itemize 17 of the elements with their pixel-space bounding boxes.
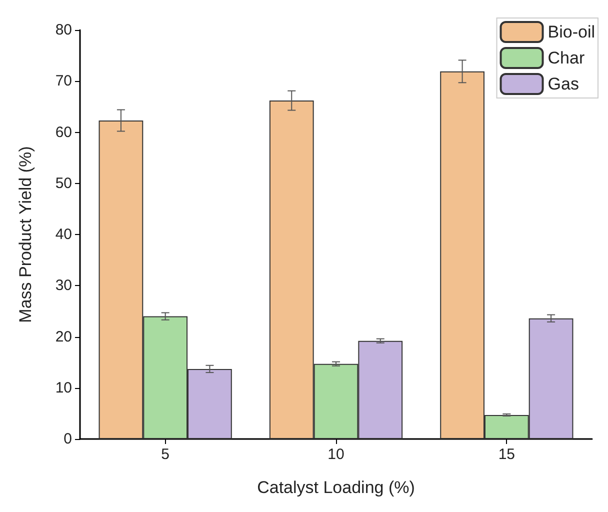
y-tick-label: 80	[55, 22, 72, 38]
y-tick-label: 20	[55, 328, 72, 346]
x-tick-label: 10	[328, 446, 344, 463]
legend-label: Bio-oil	[548, 22, 596, 42]
x-tick-label: 5	[161, 446, 170, 463]
y-tick-label: 40	[55, 226, 72, 243]
y-axis-title: Mass Product Yield (%)	[16, 146, 35, 323]
y-tick-label: 50	[55, 174, 72, 192]
x-tick-label: 15	[498, 446, 516, 463]
y-tick-label: 0	[64, 430, 72, 448]
y-tick-label: 60	[55, 124, 72, 141]
legend-label: Gas	[548, 74, 579, 94]
legend-label: Char	[548, 48, 585, 68]
y-tick-label: 70	[55, 72, 72, 90]
x-axis-title: Catalyst Loading (%)	[257, 478, 415, 497]
y-tick-label: 30	[55, 277, 72, 294]
y-tick-label: 10	[55, 379, 72, 396]
